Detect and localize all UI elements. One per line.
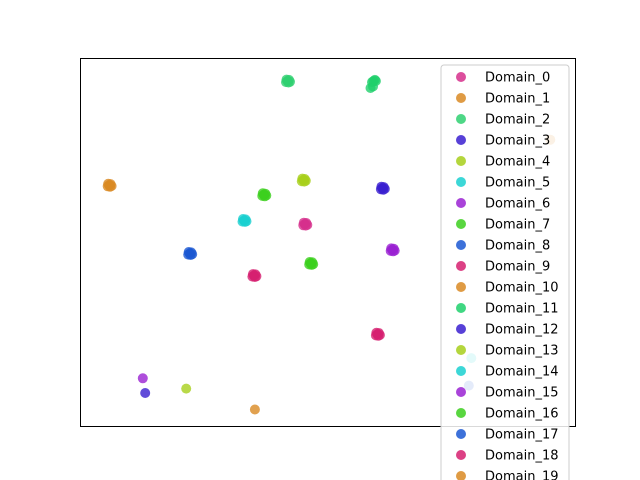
legend-marker	[456, 156, 466, 166]
series-domain-1	[102, 178, 117, 192]
data-point	[137, 373, 148, 384]
series-domain-3	[375, 181, 390, 195]
series-domain-10	[249, 404, 260, 415]
legend-label: Domain_19	[485, 470, 559, 480]
series-domain-4	[296, 173, 311, 187]
data-point	[249, 272, 260, 282]
data-point	[373, 330, 384, 341]
series-domain-11	[365, 74, 381, 93]
legend-marker	[456, 282, 466, 292]
data-point	[300, 220, 311, 231]
legend-label: Domain_9	[485, 260, 550, 275]
data-point	[140, 388, 151, 398]
series-domain-18	[370, 327, 385, 341]
legend-label: Domain_8	[485, 239, 550, 254]
legend-label: Domain_15	[485, 386, 559, 401]
legend-label: Domain_14	[485, 365, 559, 380]
series-domain-15	[137, 373, 148, 384]
axes-frame	[80, 58, 576, 427]
legend-marker	[456, 471, 466, 480]
series-domain-6	[385, 243, 400, 257]
legend-marker	[456, 93, 466, 103]
data-point	[240, 216, 250, 227]
legend-label: Domain_16	[485, 407, 559, 422]
legend-marker	[456, 345, 466, 355]
data-point	[283, 77, 294, 88]
legend-marker	[456, 177, 466, 187]
legend-label: Domain_11	[485, 302, 559, 317]
series-domain-9	[247, 269, 262, 282]
legend-label: Domain_4	[485, 155, 550, 170]
legend-marker	[456, 261, 466, 271]
legend-marker	[456, 303, 466, 313]
series-domain-5	[237, 214, 252, 227]
data-point	[370, 76, 381, 86]
legend-label: Domain_5	[485, 176, 550, 191]
legend-frame	[440, 64, 570, 480]
data-point	[185, 250, 196, 260]
legend-marker	[456, 324, 466, 334]
series-domain-8	[183, 247, 198, 260]
legend-marker	[456, 387, 466, 397]
legend-marker	[456, 219, 466, 229]
legend-marker	[456, 135, 466, 145]
data-point	[299, 176, 310, 187]
legend-marker	[456, 114, 466, 124]
series-domain-7	[257, 188, 272, 202]
legend-label: Domain_7	[485, 218, 550, 233]
series-domain-12	[140, 388, 151, 398]
legend-label: Domain_13	[485, 344, 559, 359]
legend-label: Domain_2	[485, 113, 550, 128]
legend-marker	[456, 366, 466, 376]
data-point	[259, 191, 270, 202]
legend-marker	[456, 408, 466, 418]
legend-label: Domain_12	[485, 323, 559, 338]
data-point	[249, 404, 260, 415]
legend-label: Domain_3	[485, 134, 550, 149]
data-point	[105, 181, 116, 192]
legend-marker	[456, 450, 466, 460]
series-domain-2	[281, 74, 295, 88]
legend-label: Domain_6	[485, 197, 550, 212]
legend-label: Domain_0	[485, 71, 550, 86]
legend: Domain_0 Domain_1 Domain_2 Domain_3 Domain_4…	[440, 64, 570, 480]
legend-marker	[456, 240, 466, 250]
data-point	[378, 184, 389, 195]
legend-label: Domain_10	[485, 281, 559, 296]
legend-label: Domain_1	[485, 92, 550, 107]
legend-label: Domain_17	[485, 428, 559, 443]
legend-marker	[456, 429, 466, 439]
series-domain-0	[298, 217, 313, 231]
legend-marker	[456, 72, 466, 82]
data-point	[388, 246, 399, 257]
legend-label: Domain_18	[485, 449, 559, 464]
data-point	[181, 383, 192, 394]
series-domain-13	[181, 383, 192, 394]
data-point	[306, 259, 317, 270]
series-domain-16	[304, 257, 319, 270]
legend-marker	[456, 198, 466, 208]
